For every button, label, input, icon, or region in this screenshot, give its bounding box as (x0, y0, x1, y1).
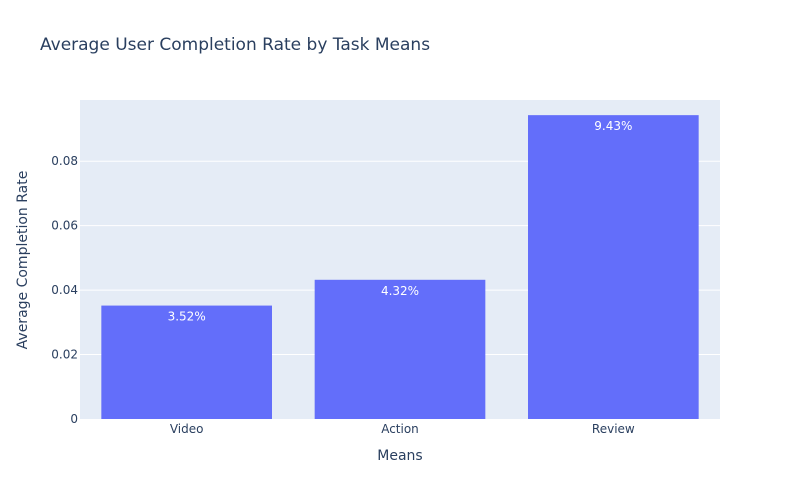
y-tick-label: 0.08 (51, 154, 78, 168)
bar-data-label: 3.52% (168, 310, 206, 324)
y-tick-label: 0.02 (51, 348, 78, 362)
x-tick-label: Action (381, 422, 419, 436)
bar (101, 305, 272, 419)
bars (101, 115, 699, 420)
y-axis-title: Average Completion Rate (15, 171, 31, 350)
y-axis-ticks: 0 0.02 0.04 0.06 0.08 (51, 154, 78, 426)
bar-labels: 3.52% 4.32% 9.43% (168, 119, 633, 323)
bar (528, 115, 699, 420)
chart-title: Average User Completion Rate by Task Mea… (40, 35, 430, 55)
y-tick-label: 0.06 (51, 219, 78, 233)
x-tick-label: Video (170, 422, 204, 436)
y-tick-label: 0.04 (51, 283, 78, 297)
y-tick-label: 0 (70, 412, 78, 426)
x-axis-title: Means (377, 448, 422, 464)
bar-data-label: 9.43% (594, 119, 632, 133)
x-axis-ticks: Video Action Review (170, 422, 635, 436)
bar (314, 279, 486, 419)
bar-data-label: 4.32% (381, 284, 419, 298)
x-tick-label: Review (592, 422, 635, 436)
